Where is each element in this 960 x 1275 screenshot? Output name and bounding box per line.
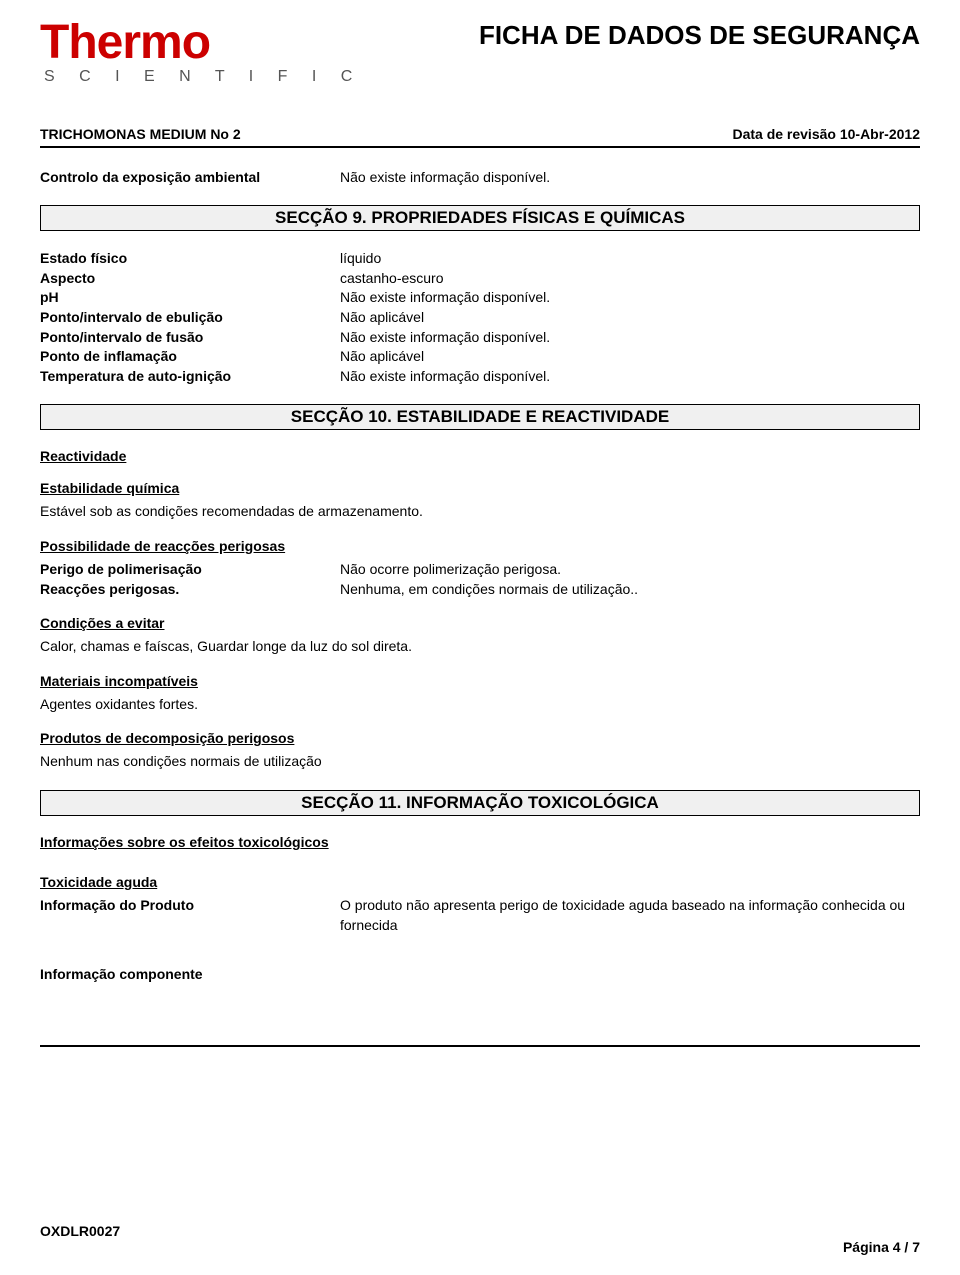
reaccoes-label: Reacções perigosas. <box>40 580 340 600</box>
prop-label: Estado físico <box>40 249 340 269</box>
revision-date: Data de revisão 10-Abr-2012 <box>732 126 920 142</box>
prop-label: pH <box>40 288 340 308</box>
produtos-text: Nenhum nas condições normais de utilizaç… <box>40 752 920 772</box>
info-produto-label: Informação do Produto <box>40 896 340 935</box>
prop-label: Ponto/intervalo de fusão <box>40 328 340 348</box>
section-9-properties: Estado físicolíquido Aspectocastanho-esc… <box>40 249 920 386</box>
prop-value: Não existe informação disponível. <box>340 328 920 348</box>
prop-value: Não aplicável <box>340 308 920 328</box>
reaccoes-row: Reacções perigosas. Nenhuma, em condiçõe… <box>40 580 920 600</box>
logo: Thermo S C I E N T I F I C <box>40 20 362 86</box>
section-11-title: SECÇÃO 11. INFORMAÇÃO TOXICOLÓGICA <box>40 790 920 816</box>
prop-value: castanho-escuro <box>340 269 920 289</box>
prop-value: Não existe informação disponível. <box>340 288 920 308</box>
info-componente: Informação componente <box>40 965 920 985</box>
polimer-label: Perigo de polimerisação <box>40 560 340 580</box>
prop-label: Temperatura de auto-ignição <box>40 367 340 387</box>
prop-label: Ponto de inflamação <box>40 347 340 367</box>
subheader: TRICHOMONAS MEDIUM No 2 Data de revisão … <box>40 126 920 142</box>
divider <box>40 146 920 148</box>
condicoes-text: Calor, chamas e faíscas, Guardar longe d… <box>40 637 920 657</box>
header: Thermo S C I E N T I F I C FICHA DE DADO… <box>40 20 920 86</box>
info-produto-row: Informação do Produto O produto não apre… <box>40 896 920 935</box>
logo-subtext: S C I E N T I F I C <box>44 68 362 86</box>
estabilidade-heading: Estabilidade química <box>40 480 920 496</box>
toxicidade-heading: Toxicidade aguda <box>40 874 920 890</box>
materiais-heading: Materiais incompatíveis <box>40 673 920 689</box>
prop-value: Não aplicável <box>340 347 920 367</box>
prop-label: Aspecto <box>40 269 340 289</box>
footer: OXDLR0027 Página 4 / 7 <box>40 1223 920 1255</box>
estabilidade-text: Estável sob as condições recomendadas de… <box>40 502 920 522</box>
footer-page: Página 4 / 7 <box>40 1239 920 1255</box>
info-tox-heading: Informações sobre os efeitos toxicológic… <box>40 834 920 850</box>
prop-value: Não existe informação disponível. <box>340 367 920 387</box>
exposure-control-value: Não existe informação disponível. <box>340 168 920 188</box>
reactividade-heading: Reactividade <box>40 448 920 464</box>
prop-label: Ponto/intervalo de ebulição <box>40 308 340 328</box>
logo-brand: Thermo <box>40 20 362 66</box>
reaccoes-perigosas-heading: Possibilidade de reacções perigosas <box>40 538 920 554</box>
section-9-title: SECÇÃO 9. PROPRIEDADES FÍSICAS E QUÍMICA… <box>40 205 920 231</box>
info-produto-value: O produto não apresenta perigo de toxici… <box>340 896 920 935</box>
footer-divider <box>40 1045 920 1047</box>
section-10-title: SECÇÃO 10. ESTABILIDADE E REACTIVIDADE <box>40 404 920 430</box>
product-name: TRICHOMONAS MEDIUM No 2 <box>40 126 241 142</box>
materiais-text: Agentes oxidantes fortes. <box>40 695 920 715</box>
footer-code: OXDLR0027 <box>40 1223 920 1239</box>
document-title: FICHA DE DADOS DE SEGURANÇA <box>479 20 920 51</box>
exposure-control-row: Controlo da exposição ambiental Não exis… <box>40 168 920 188</box>
reaccoes-value: Nenhuma, em condições normais de utiliza… <box>340 580 920 600</box>
exposure-control-label: Controlo da exposição ambiental <box>40 168 340 188</box>
produtos-heading: Produtos de decomposição perigosos <box>40 730 920 746</box>
prop-value: líquido <box>340 249 920 269</box>
polimer-value: Não ocorre polimerização perigosa. <box>340 560 920 580</box>
condicoes-heading: Condições a evitar <box>40 615 920 631</box>
polimer-row: Perigo de polimerisação Não ocorre polim… <box>40 560 920 580</box>
